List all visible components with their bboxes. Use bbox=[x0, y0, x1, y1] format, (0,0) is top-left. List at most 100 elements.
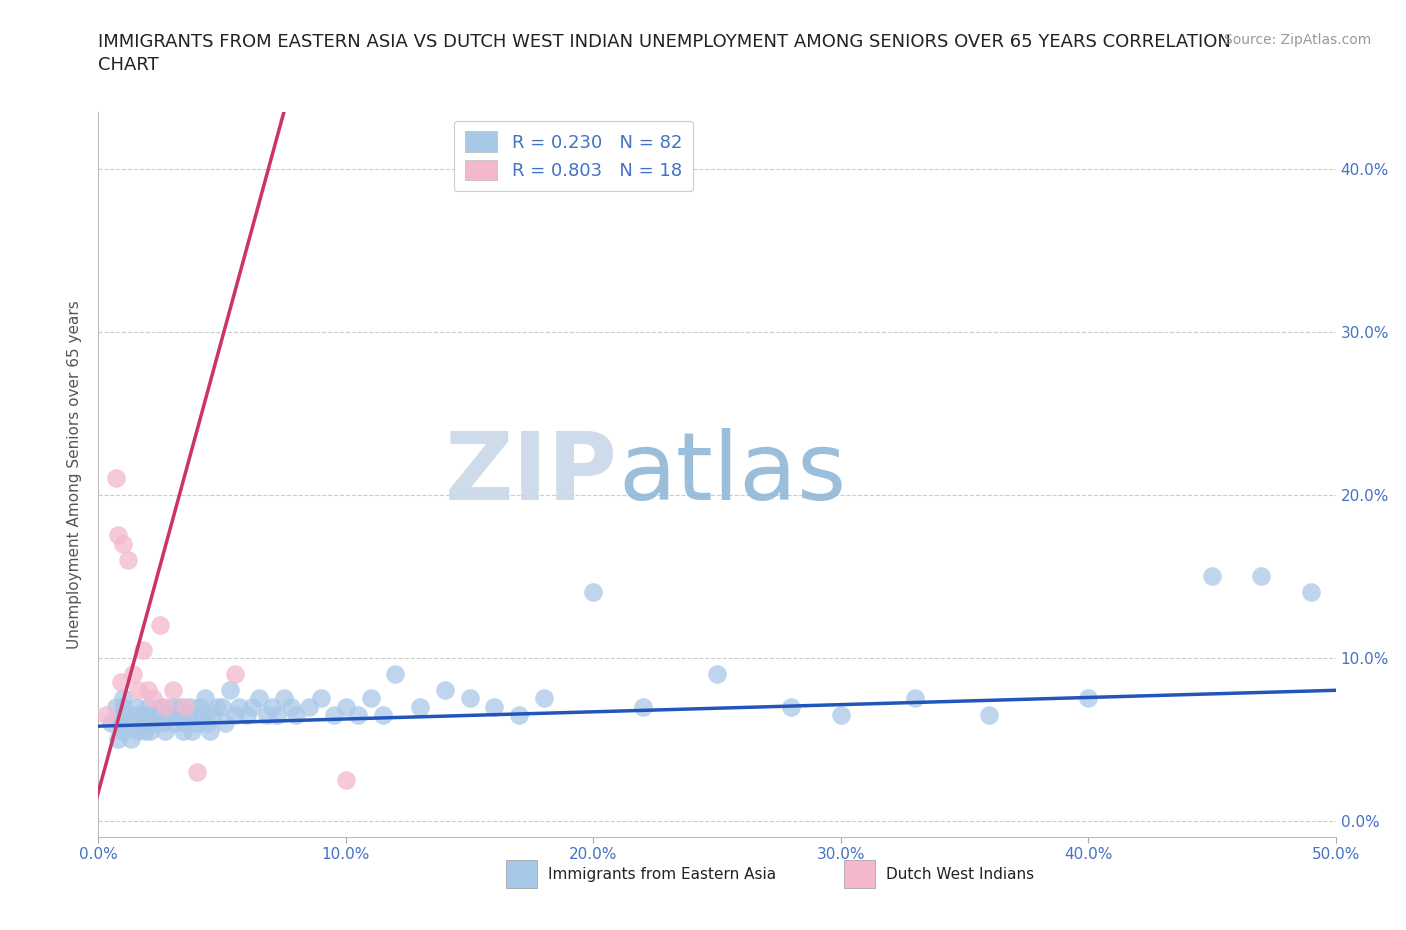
Point bbox=[1250, 569, 1272, 584]
Point bbox=[347, 708, 370, 723]
Point bbox=[1299, 585, 1322, 600]
Point bbox=[104, 471, 127, 485]
Point bbox=[156, 708, 179, 723]
Point bbox=[155, 699, 177, 714]
Point bbox=[112, 691, 135, 706]
Point bbox=[188, 699, 211, 714]
Point bbox=[136, 699, 159, 714]
Point bbox=[107, 732, 129, 747]
Point bbox=[142, 691, 165, 706]
Point bbox=[124, 699, 146, 714]
Point bbox=[214, 715, 236, 730]
Text: CHART: CHART bbox=[98, 56, 159, 73]
Point bbox=[120, 732, 142, 747]
Text: IMMIGRANTS FROM EASTERN ASIA VS DUTCH WEST INDIAN UNEMPLOYMENT AMONG SENIORS OVE: IMMIGRANTS FROM EASTERN ASIA VS DUTCH WE… bbox=[98, 33, 1232, 50]
Point bbox=[165, 715, 187, 730]
Point bbox=[127, 683, 149, 698]
Point bbox=[384, 667, 406, 682]
Point bbox=[198, 724, 221, 738]
Point bbox=[266, 708, 288, 723]
Point bbox=[134, 724, 156, 738]
Point bbox=[236, 708, 259, 723]
Point bbox=[335, 699, 357, 714]
Point bbox=[162, 699, 184, 714]
Point bbox=[224, 667, 246, 682]
Point bbox=[152, 715, 174, 730]
Point bbox=[174, 715, 197, 730]
Point bbox=[260, 699, 283, 714]
Point bbox=[195, 715, 218, 730]
Point bbox=[136, 683, 159, 698]
Point bbox=[112, 708, 135, 723]
Point bbox=[298, 699, 321, 714]
Point bbox=[830, 708, 852, 723]
Point bbox=[371, 708, 394, 723]
Point bbox=[285, 708, 308, 723]
Text: Dutch West Indians: Dutch West Indians bbox=[886, 867, 1033, 882]
Point bbox=[904, 691, 927, 706]
Point bbox=[186, 764, 208, 779]
Point bbox=[218, 683, 240, 698]
Point bbox=[143, 708, 166, 723]
Point bbox=[309, 691, 332, 706]
Point bbox=[155, 724, 177, 738]
Point bbox=[224, 708, 246, 723]
Point bbox=[181, 724, 204, 738]
Point bbox=[205, 699, 228, 714]
Point bbox=[169, 699, 191, 714]
Point bbox=[582, 585, 605, 600]
Point bbox=[127, 724, 149, 738]
Text: atlas: atlas bbox=[619, 429, 846, 520]
Point bbox=[139, 724, 162, 738]
Point bbox=[117, 715, 139, 730]
Point bbox=[162, 683, 184, 698]
Point bbox=[107, 528, 129, 543]
Point bbox=[533, 691, 555, 706]
Point bbox=[228, 699, 250, 714]
Point bbox=[322, 708, 344, 723]
Point bbox=[122, 667, 145, 682]
Point bbox=[112, 536, 135, 551]
Text: Immigrants from Eastern Asia: Immigrants from Eastern Asia bbox=[548, 867, 776, 882]
Point bbox=[172, 724, 194, 738]
Point bbox=[100, 715, 122, 730]
Point bbox=[112, 699, 135, 714]
Point bbox=[142, 715, 165, 730]
Point bbox=[176, 708, 198, 723]
Point bbox=[124, 708, 146, 723]
Point bbox=[201, 708, 224, 723]
Point bbox=[508, 708, 530, 723]
Point bbox=[112, 724, 135, 738]
Point bbox=[458, 691, 481, 706]
Point bbox=[240, 699, 263, 714]
Point bbox=[484, 699, 506, 714]
Point bbox=[110, 674, 132, 689]
Point bbox=[186, 715, 208, 730]
Point bbox=[631, 699, 654, 714]
Point bbox=[335, 773, 357, 788]
Point bbox=[166, 708, 188, 723]
Point bbox=[273, 691, 295, 706]
Point bbox=[136, 715, 159, 730]
Point bbox=[110, 715, 132, 730]
Point bbox=[280, 699, 302, 714]
Point bbox=[360, 691, 382, 706]
Y-axis label: Unemployment Among Seniors over 65 years: Unemployment Among Seniors over 65 years bbox=[67, 300, 83, 649]
Point bbox=[247, 691, 270, 706]
Point bbox=[132, 708, 155, 723]
Point bbox=[104, 699, 127, 714]
Point bbox=[1077, 691, 1099, 706]
Point bbox=[117, 552, 139, 567]
Point bbox=[780, 699, 803, 714]
Point bbox=[979, 708, 1001, 723]
Point bbox=[433, 683, 456, 698]
Point bbox=[211, 699, 233, 714]
Text: Source: ZipAtlas.com: Source: ZipAtlas.com bbox=[1223, 33, 1371, 46]
Point bbox=[256, 708, 278, 723]
Point bbox=[149, 618, 172, 632]
Point bbox=[94, 708, 117, 723]
Point bbox=[132, 642, 155, 657]
Point bbox=[179, 699, 201, 714]
Point bbox=[409, 699, 432, 714]
Point bbox=[194, 691, 217, 706]
